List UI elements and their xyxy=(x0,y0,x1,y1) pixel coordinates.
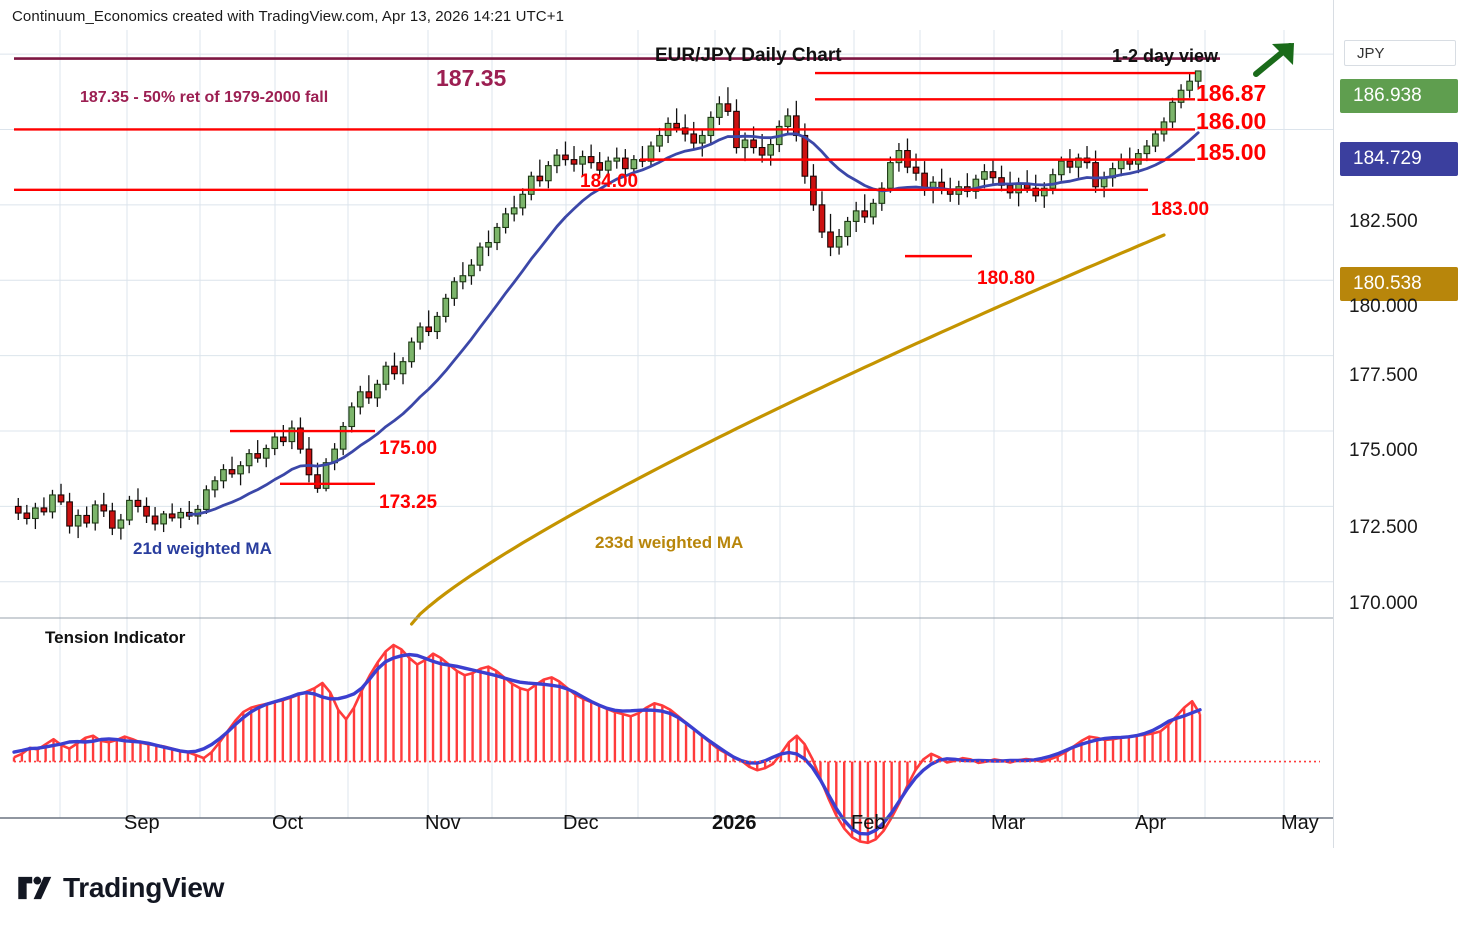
price-level-label: 184.00 xyxy=(580,171,639,192)
price-axis-tick: 172.500 xyxy=(1349,517,1418,538)
price-level-label: 185.00 xyxy=(1196,139,1267,165)
time-axis[interactable]: Sep Oct Nov Dec 2026 Feb Mar Apr May xyxy=(0,800,1334,848)
price-axis-tick: 180.000 xyxy=(1349,296,1418,317)
tension-indicator-label: Tension Indicator xyxy=(45,628,186,647)
time-axis-label: Mar xyxy=(991,812,1026,834)
time-axis-label: May xyxy=(1281,812,1319,834)
price-axis-tick: 177.500 xyxy=(1349,365,1418,386)
tradingview-mark-icon xyxy=(18,876,52,900)
price-axis-badge: 186.938 xyxy=(1340,79,1458,113)
time-axis-label: Apr xyxy=(1135,812,1167,834)
price-axis-badge: 184.729 xyxy=(1340,142,1458,176)
price-axis-tick: 182.500 xyxy=(1349,211,1418,232)
tradingview-logo: TradingView xyxy=(18,872,224,904)
ma233-label: 233d weighted MA xyxy=(595,533,744,552)
time-axis-label: Dec xyxy=(563,812,599,834)
price-level-label: 173.25 xyxy=(379,492,438,513)
credit-line: Continuum_Economics created with Trading… xyxy=(12,8,565,25)
fib-level-price: 187.35 xyxy=(436,65,507,91)
price-level-label: 175.00 xyxy=(379,438,438,459)
currency-label: JPY xyxy=(1344,40,1456,66)
chart-title: EUR/JPY Daily Chart xyxy=(655,45,842,66)
price-axis-badge: 180.538 xyxy=(1340,267,1458,301)
time-axis-label: Oct xyxy=(272,812,304,834)
view-note: 1-2 day view xyxy=(1112,46,1219,66)
price-level-label: 186.00 xyxy=(1196,108,1267,134)
price-level-label: 183.00 xyxy=(1151,199,1210,220)
price-level-label: 186.87 xyxy=(1196,80,1267,106)
up-arrow-icon xyxy=(1253,43,1294,77)
price-chart-canvas xyxy=(0,30,1334,878)
time-axis-label: 2026 xyxy=(712,812,757,834)
time-axis-label: Feb xyxy=(851,812,886,834)
price-axis[interactable]: JPY 186.938 184.729 182.500 180.538 180.000 1… xyxy=(1333,0,1474,848)
time-axis-label: Nov xyxy=(425,812,461,834)
price-axis-tick: 175.000 xyxy=(1349,440,1418,461)
time-axis-label: Sep xyxy=(124,812,160,834)
fib-retracement-note: 187.35 - 50% ret of 1979-2000 fall xyxy=(80,89,329,106)
price-axis-tick: 170.000 xyxy=(1349,593,1418,614)
price-level-label: 180.80 xyxy=(977,268,1036,289)
ma21-label: 21d weighted MA xyxy=(133,539,272,558)
tradingview-wordmark: TradingView xyxy=(63,872,225,903)
